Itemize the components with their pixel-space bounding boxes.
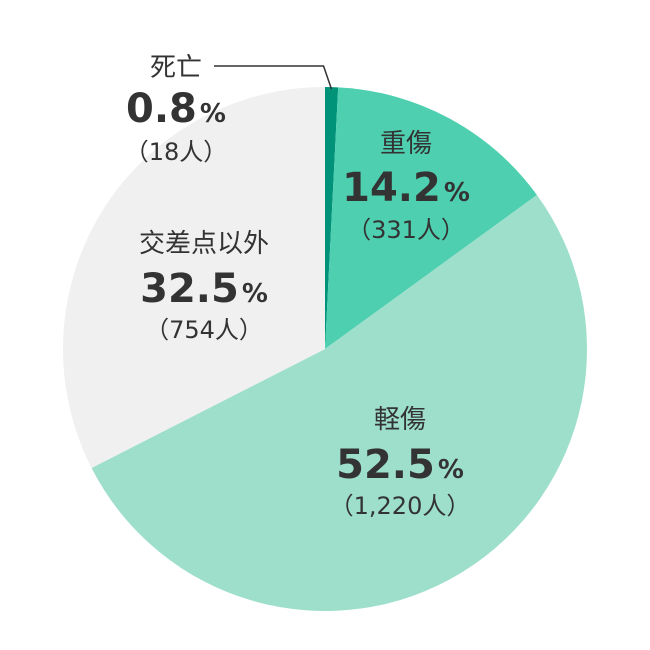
pie-slice-death xyxy=(325,86,339,349)
slice-count-serious-injury: （331人） xyxy=(347,216,465,244)
pie-slices xyxy=(63,86,588,612)
slice-label-serious-injury: 重傷 xyxy=(380,129,432,159)
leader-lines xyxy=(214,65,333,90)
slice-percent-death: 0.8% xyxy=(126,86,226,132)
slice-label-non-intersection: 交差点以外 xyxy=(139,229,269,259)
pie-slice-serious-injury xyxy=(325,87,537,349)
pie-slice-non-intersection xyxy=(63,87,326,468)
slice-count-non-intersection: （754人） xyxy=(145,316,263,344)
slice-count-death: （18人） xyxy=(125,138,228,166)
pie-slice-minor-injury xyxy=(91,195,588,612)
slice-label-minor-injury: 軽傷 xyxy=(374,405,426,435)
leader-line-death xyxy=(214,65,333,90)
slice-count-minor-injury: （1,220人） xyxy=(330,492,471,520)
slice-label-death: 死亡 xyxy=(150,53,202,83)
